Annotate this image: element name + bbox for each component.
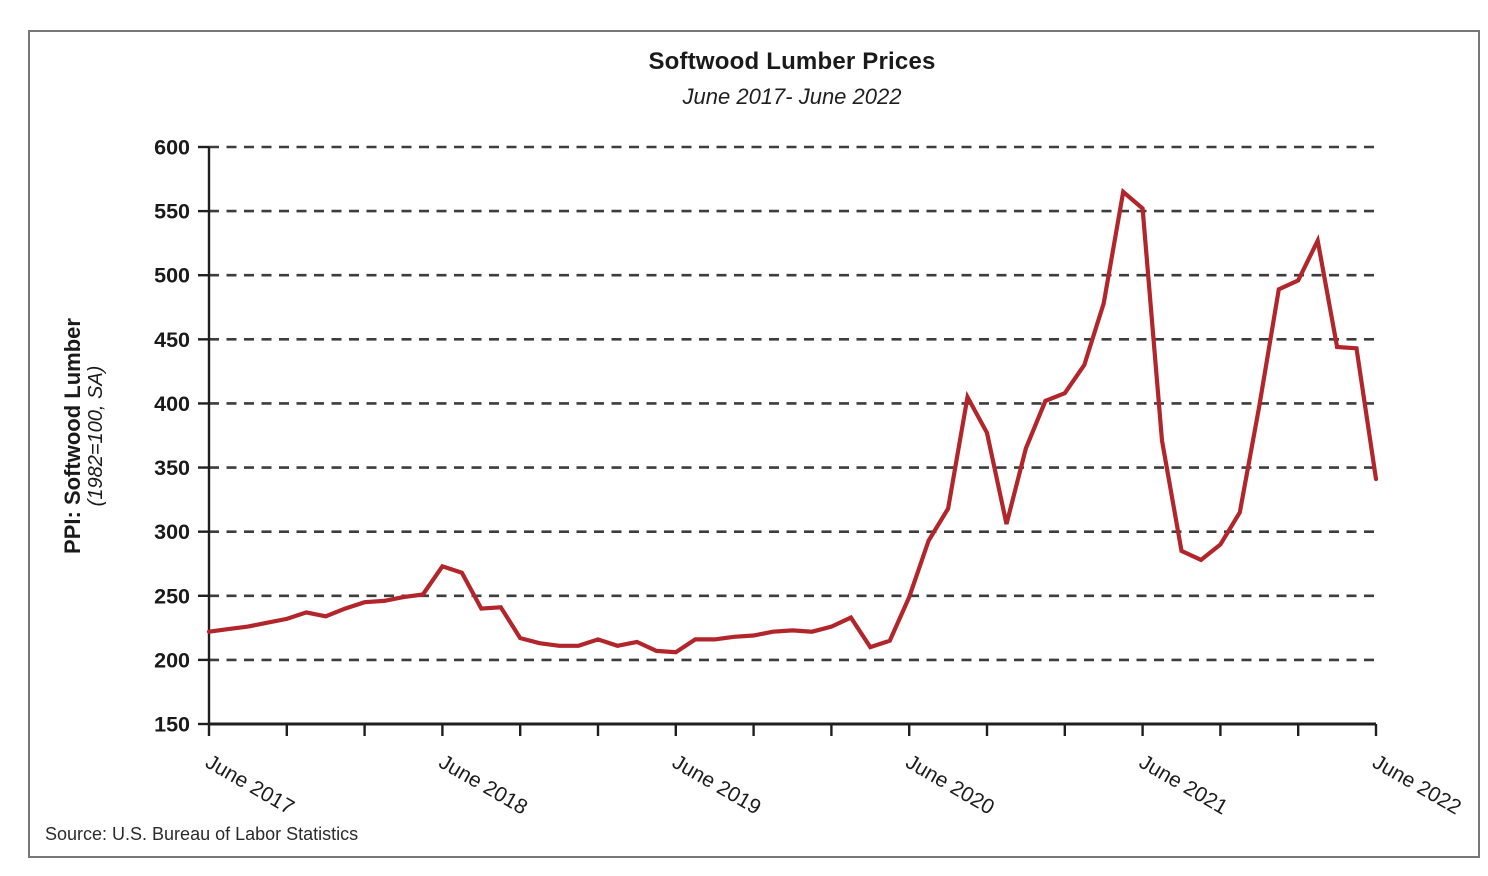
x-tick-label: June 2019 [668,750,764,819]
y-tick-label: 350 [154,456,190,480]
price-line [206,187,1379,655]
y-tick-label: 250 [154,584,190,608]
y-tick-label: 150 [154,713,190,737]
x-tick-label: June 2022 [1369,750,1465,819]
y-tick-label: 450 [154,328,190,352]
chart-figure: Softwood Lumber Prices June 2017- June 2… [28,30,1480,858]
y-tick-label: 300 [154,520,190,544]
plot-area: 150 200 250 300 350 400 450 500 550 600 June 2017 J… [154,136,1465,820]
chart-subtitle: June 2017- June 2022 [682,84,902,109]
y-tick-label: 500 [154,264,190,288]
y-tick-label: 600 [154,136,190,160]
y-tick-label: 400 [154,392,190,416]
y-tick-label: 200 [154,648,190,672]
x-tick-label: June 2017 [202,750,298,819]
x-tick-label: June 2018 [435,750,531,819]
source-note: Source: U.S. Bureau of Labor Statistics [45,824,359,844]
chart-title: Softwood Lumber Prices [648,48,936,75]
y-tick-label: 550 [154,200,190,224]
x-tick-label: June 2021 [1135,750,1231,819]
x-tick-label: June 2020 [902,750,998,819]
